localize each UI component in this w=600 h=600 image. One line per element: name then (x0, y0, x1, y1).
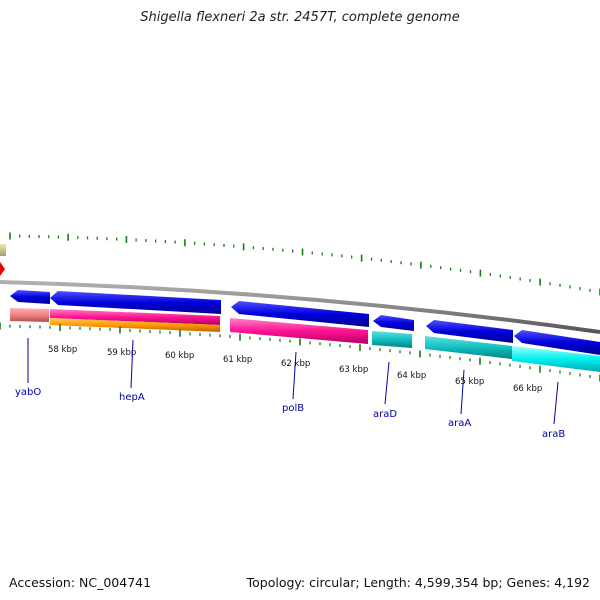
genome-summary: Topology: circular; Length: 4,599,354 bp… (246, 575, 590, 590)
feature-bars-track (10, 308, 600, 372)
tick-label: 58 kbp (48, 345, 77, 355)
cds-arrow (426, 320, 513, 343)
map-title: Shigella flexneri 2a str. 2457T, complet… (140, 10, 460, 25)
accession-label: Accession: NC_004741 (9, 575, 152, 590)
hepA-bar-pink (50, 309, 220, 325)
tick-label: 60 kbp (165, 351, 194, 361)
araA-bar (425, 336, 512, 359)
upper-tick-track (9, 232, 600, 296)
tick-label: 66 kbp (513, 384, 542, 394)
gene-label-araD: araD (373, 409, 397, 420)
tick-label: 59 kbp (107, 348, 136, 358)
polB-bar (230, 318, 368, 344)
araB-bar (512, 346, 600, 372)
gene-label-yabO: yabO (15, 387, 41, 398)
gene-label-hepA: hepA (119, 392, 145, 403)
gene-label-polB: polB (282, 403, 304, 414)
lower-tick-track (0, 322, 600, 382)
cds-arrow (10, 290, 50, 304)
cds-arrow (231, 301, 369, 327)
olive-feature (0, 244, 6, 256)
cds-arrow (514, 330, 600, 355)
forward-cds-track (10, 290, 600, 355)
cds-arrow (373, 315, 414, 331)
leader-line (130, 339, 134, 389)
gene-label-araB: araB (542, 429, 565, 440)
araD-bar (372, 331, 412, 348)
yabO-bar (10, 308, 49, 322)
tick-label: 63 kbp (339, 365, 368, 375)
leader-line (553, 381, 559, 425)
hepA-bar-orange (50, 318, 220, 332)
tick-label: 61 kbp (223, 355, 252, 365)
cds-arrow (50, 291, 221, 314)
tick-label: 64 kbp (397, 371, 426, 381)
red-feature-marker (0, 262, 5, 276)
gene-labels: yabO hepA polB araD araA araB (15, 387, 565, 440)
gene-label-araA: araA (448, 418, 471, 429)
tick-label: 65 kbp (455, 377, 484, 387)
leader-line (292, 351, 297, 400)
leader-line (460, 369, 465, 415)
genome-backbone (0, 280, 600, 334)
leader-line (384, 361, 390, 405)
gene-leader-lines (27, 338, 559, 425)
